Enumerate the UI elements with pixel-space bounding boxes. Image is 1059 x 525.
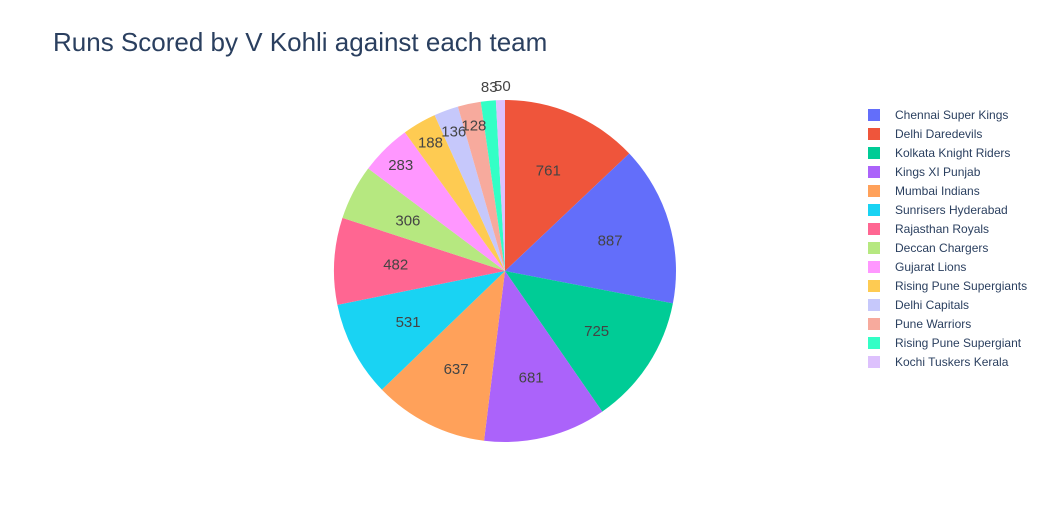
legend-label: Sunrisers Hyderabad	[895, 203, 1008, 217]
legend-swatch	[868, 242, 880, 254]
legend-item-delhi-daredevils[interactable]: Delhi Daredevils	[868, 127, 982, 141]
slice-label-rising-pune-supergiant: 83	[481, 79, 498, 96]
legend-label: Kolkata Knight Riders	[895, 146, 1010, 160]
legend-swatch	[868, 204, 880, 216]
slice-label-gujarat-lions: 283	[388, 157, 413, 174]
legend-label: Gujarat Lions	[895, 260, 966, 274]
legend-label: Chennai Super Kings	[895, 108, 1008, 122]
legend-label: Rising Pune Supergiants	[895, 279, 1027, 293]
pie-slices	[334, 100, 676, 442]
slice-kings-xi-punjab	[484, 271, 603, 442]
legend-swatch	[868, 185, 880, 197]
legend-swatch	[868, 337, 880, 349]
slice-label-rajasthan-royals: 482	[383, 257, 408, 274]
slice-gujarat-lions	[368, 132, 505, 271]
legend-item-sunrisers-hyderabad[interactable]: Sunrisers Hyderabad	[868, 203, 1008, 217]
legend-item-kolkata-knight-riders[interactable]: Kolkata Knight Riders	[868, 146, 1010, 160]
legend-swatch	[868, 128, 880, 140]
legend-label: Deccan Chargers	[895, 241, 988, 255]
legend-swatch	[868, 299, 880, 311]
legend-item-rajasthan-royals[interactable]: Rajasthan Royals	[868, 222, 989, 236]
legend-label: Rajasthan Royals	[895, 222, 989, 236]
slice-label-kolkata-knight-riders: 725	[584, 323, 609, 340]
slice-label-kochi-tuskers-kerala: 50	[494, 78, 511, 95]
slice-delhi-daredevils	[505, 100, 630, 271]
legend: Chennai Super Kings Delhi Daredevils Kolka…	[868, 108, 1027, 369]
slice-rajasthan-royals	[334, 217, 505, 305]
legend-item-delhi-capitals[interactable]: Delhi Capitals	[868, 298, 969, 312]
chart-title: Runs Scored by V Kohli against each team	[53, 27, 547, 57]
slice-label-deccan-chargers: 306	[395, 213, 420, 230]
legend-swatch	[868, 166, 880, 178]
legend-label: Mumbai Indians	[895, 184, 980, 198]
legend-swatch	[868, 223, 880, 235]
legend-item-pune-warriors[interactable]: Pune Warriors	[868, 317, 971, 331]
legend-item-gujarat-lions[interactable]: Gujarat Lions	[868, 260, 966, 274]
legend-label: Delhi Capitals	[895, 298, 969, 312]
slice-label-kings-xi-punjab: 681	[519, 369, 544, 386]
slice-label-chennai-super-kings: 887	[598, 232, 623, 249]
slice-pune-warriors	[457, 101, 505, 272]
slice-mumbai-indians	[381, 271, 505, 441]
slice-label-pune-warriors: 128	[461, 118, 486, 135]
slice-label-delhi-daredevils: 761	[536, 162, 561, 179]
slice-rising-pune-supergiant	[480, 100, 505, 272]
legend-label: Rising Pune Supergiant	[895, 336, 1022, 350]
slice-label-rising-pune-supergiants: 188	[418, 134, 443, 151]
legend-label: Pune Warriors	[895, 317, 971, 331]
legend-swatch	[868, 318, 880, 330]
legend-item-chennai-super-kings[interactable]: Chennai Super Kings	[868, 108, 1008, 122]
slice-delhi-capitals	[434, 106, 505, 271]
legend-swatch	[868, 356, 880, 368]
slice-kolkata-knight-riders	[505, 271, 673, 412]
legend-label: Kings XI Punjab	[895, 165, 981, 179]
legend-swatch	[868, 109, 880, 121]
slice-kochi-tuskers-kerala	[495, 100, 505, 271]
legend-swatch	[868, 280, 880, 292]
slice-label-mumbai-indians: 637	[444, 361, 469, 378]
slice-chennai-super-kings	[505, 153, 676, 304]
legend-item-deccan-chargers[interactable]: Deccan Chargers	[868, 241, 988, 255]
slice-sunrisers-hyderabad	[337, 271, 505, 390]
slice-label-delhi-capitals: 136	[441, 123, 466, 140]
legend-item-rising-pune-supergiant[interactable]: Rising Pune Supergiant	[868, 336, 1022, 350]
legend-item-mumbai-indians[interactable]: Mumbai Indians	[868, 184, 980, 198]
legend-swatch	[868, 147, 880, 159]
legend-item-kochi-tuskers-kerala[interactable]: Kochi Tuskers Kerala	[868, 355, 1009, 369]
slice-rising-pune-supergiants	[404, 115, 505, 271]
legend-label: Delhi Daredevils	[895, 127, 982, 141]
legend-swatch	[868, 261, 880, 273]
slice-deccan-chargers	[342, 168, 505, 271]
legend-item-rising-pune-supergiants[interactable]: Rising Pune Supergiants	[868, 279, 1027, 293]
legend-label: Kochi Tuskers Kerala	[895, 355, 1009, 369]
slice-label-sunrisers-hyderabad: 531	[396, 314, 421, 331]
legend-item-kings-xi-punjab[interactable]: Kings XI Punjab	[868, 165, 981, 179]
